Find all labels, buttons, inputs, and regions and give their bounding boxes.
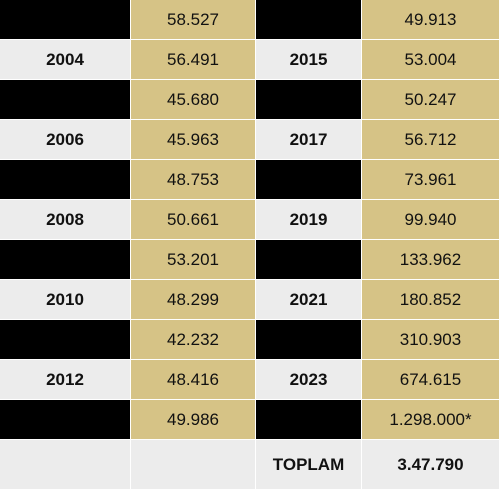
value-cell-right: 73.961 xyxy=(362,160,500,200)
year-cell-left: 2006 xyxy=(0,120,131,160)
total-label: TOPLAM xyxy=(256,440,362,490)
value-cell-left: 45.963 xyxy=(131,120,256,160)
value-cell-left: 48.299 xyxy=(131,280,256,320)
year-cell-right xyxy=(256,160,362,200)
year-cell-left xyxy=(0,160,131,200)
value-cell-right: 674.615 xyxy=(362,360,500,400)
year-cell-left xyxy=(0,320,131,360)
year-cell-right xyxy=(256,80,362,120)
value-cell-left: 48.416 xyxy=(131,360,256,400)
value-cell-left: 49.986 xyxy=(131,400,256,440)
value-cell-left: 50.661 xyxy=(131,200,256,240)
value-cell-right: 56.712 xyxy=(362,120,500,160)
total-blank-cell xyxy=(0,440,131,490)
value-cell-right: 180.852 xyxy=(362,280,500,320)
value-cell-right: 53.004 xyxy=(362,40,500,80)
year-cell-left xyxy=(0,400,131,440)
value-cell-right: 49.913 xyxy=(362,0,500,40)
value-cell-left: 45.680 xyxy=(131,80,256,120)
year-cell-right xyxy=(256,320,362,360)
value-cell-right: 99.940 xyxy=(362,200,500,240)
total-blank-cell xyxy=(131,440,256,490)
value-cell-left: 48.753 xyxy=(131,160,256,200)
year-cell-left xyxy=(0,240,131,280)
value-cell-right: 1.298.000* xyxy=(362,400,500,440)
value-cell-right: 133.962 xyxy=(362,240,500,280)
year-cell-right xyxy=(256,240,362,280)
year-cell-left: 2004 xyxy=(0,40,131,80)
value-cell-left: 42.232 xyxy=(131,320,256,360)
year-cell-left xyxy=(0,0,131,40)
value-cell-right: 50.247 xyxy=(362,80,500,120)
year-cell-left: 2010 xyxy=(0,280,131,320)
total-value: 3.47.790 xyxy=(362,440,500,490)
value-cell-left: 56.491 xyxy=(131,40,256,80)
value-cell-left: 58.527 xyxy=(131,0,256,40)
value-cell-left: 53.201 xyxy=(131,240,256,280)
year-cell-right xyxy=(256,400,362,440)
year-cell-left: 2012 xyxy=(0,360,131,400)
value-cell-right: 310.903 xyxy=(362,320,500,360)
year-cell-left xyxy=(0,80,131,120)
year-cell-right: 2017 xyxy=(256,120,362,160)
year-cell-right: 2021 xyxy=(256,280,362,320)
year-cell-right xyxy=(256,0,362,40)
year-cell-left: 2008 xyxy=(0,200,131,240)
year-cell-right: 2015 xyxy=(256,40,362,80)
year-cell-right: 2019 xyxy=(256,200,362,240)
year-cell-right: 2023 xyxy=(256,360,362,400)
